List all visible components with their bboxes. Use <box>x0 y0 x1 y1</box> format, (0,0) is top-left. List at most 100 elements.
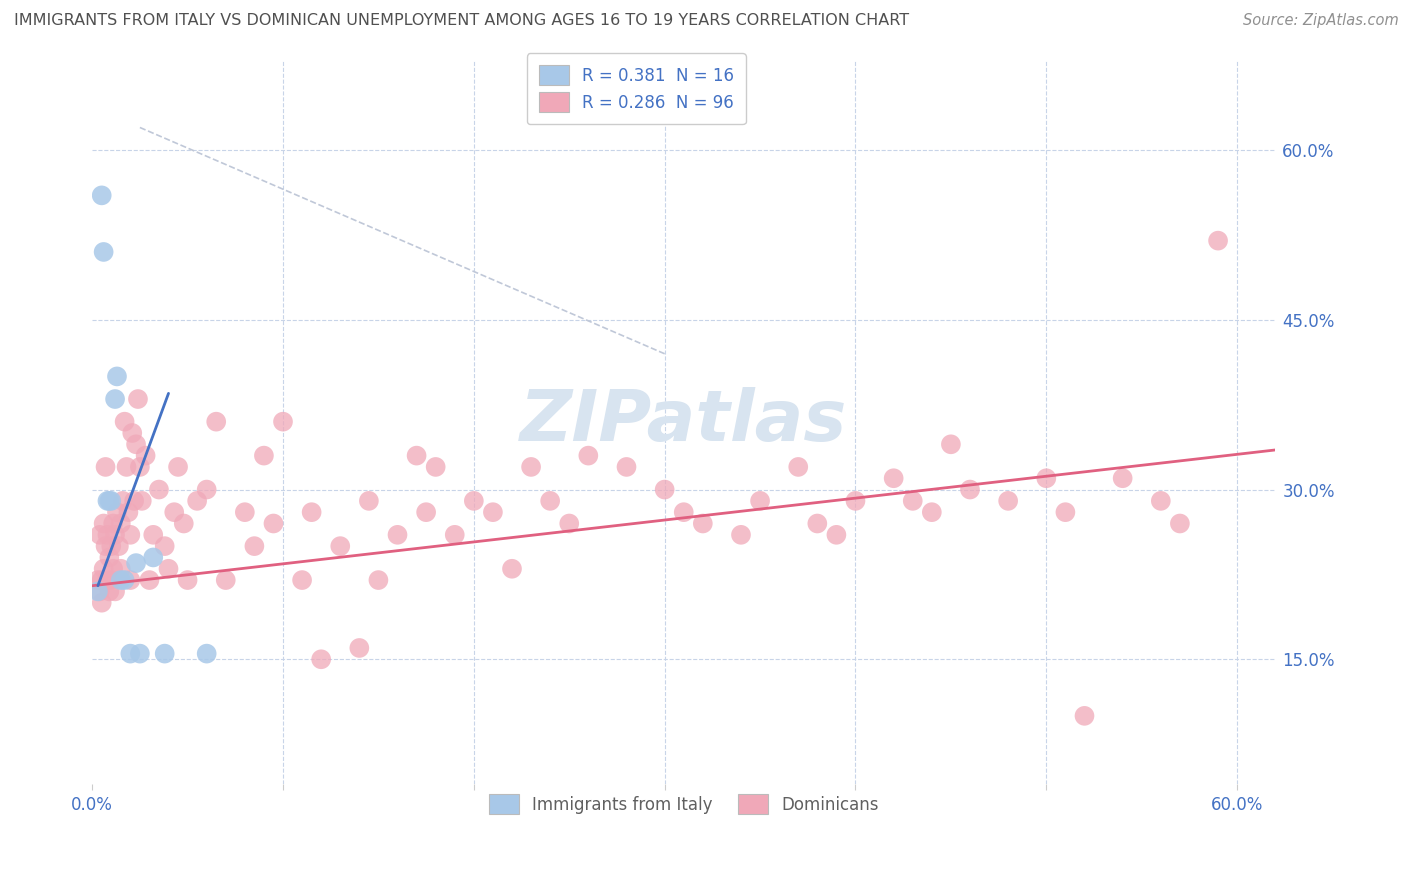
Point <box>153 539 176 553</box>
Point <box>89 584 111 599</box>
Point <box>142 550 165 565</box>
Point <box>98 550 121 565</box>
Point <box>233 505 256 519</box>
Point <box>501 562 523 576</box>
Point <box>825 528 848 542</box>
Point <box>616 459 638 474</box>
Text: ZIPatlas: ZIPatlas <box>520 387 848 456</box>
Point <box>959 483 981 497</box>
Point <box>654 483 676 497</box>
Point <box>128 647 150 661</box>
Text: Source: ZipAtlas.com: Source: ZipAtlas.com <box>1243 13 1399 29</box>
Point <box>1168 516 1191 531</box>
Point <box>1054 505 1077 519</box>
Point <box>173 516 195 531</box>
Point <box>90 188 112 202</box>
Point <box>367 573 389 587</box>
Point <box>98 584 121 599</box>
Point <box>901 494 924 508</box>
Point <box>96 573 118 587</box>
Point <box>997 494 1019 508</box>
Point <box>120 647 142 661</box>
Point <box>195 483 218 497</box>
Point <box>443 528 465 542</box>
Point <box>157 562 180 576</box>
Point <box>1035 471 1057 485</box>
Point <box>271 415 294 429</box>
Legend: Immigrants from Italy, Dominicans: Immigrants from Italy, Dominicans <box>477 782 890 826</box>
Point <box>806 516 828 531</box>
Point <box>120 573 142 587</box>
Point <box>89 528 111 542</box>
Point <box>1073 709 1095 723</box>
Point <box>291 573 314 587</box>
Point <box>301 505 323 519</box>
Point <box>110 516 132 531</box>
Point <box>176 573 198 587</box>
Point <box>114 415 136 429</box>
Point <box>96 494 118 508</box>
Point <box>90 596 112 610</box>
Point <box>108 539 131 553</box>
Point <box>117 505 139 519</box>
Point <box>538 494 561 508</box>
Point <box>1206 234 1229 248</box>
Point <box>939 437 962 451</box>
Point <box>148 483 170 497</box>
Point <box>692 516 714 531</box>
Point <box>349 640 371 655</box>
Point <box>921 505 943 519</box>
Point <box>186 494 208 508</box>
Point <box>93 244 115 259</box>
Point <box>101 516 124 531</box>
Point <box>120 528 142 542</box>
Point <box>205 415 228 429</box>
Point <box>93 516 115 531</box>
Point <box>114 573 136 587</box>
Point <box>749 494 772 508</box>
Point <box>195 647 218 661</box>
Point <box>110 562 132 576</box>
Point <box>90 573 112 587</box>
Point <box>100 573 122 587</box>
Point <box>87 584 110 599</box>
Point <box>243 539 266 553</box>
Point <box>153 647 176 661</box>
Point <box>100 494 122 508</box>
Point <box>138 573 160 587</box>
Point <box>405 449 427 463</box>
Point <box>357 494 380 508</box>
Point <box>125 437 148 451</box>
Point <box>104 392 127 406</box>
Point <box>167 459 190 474</box>
Point <box>672 505 695 519</box>
Point <box>115 459 138 474</box>
Point <box>520 459 543 474</box>
Point <box>253 449 276 463</box>
Point <box>482 505 505 519</box>
Point <box>93 562 115 576</box>
Point <box>329 539 352 553</box>
Point <box>415 505 437 519</box>
Point <box>576 449 599 463</box>
Point <box>309 652 332 666</box>
Point <box>105 369 128 384</box>
Point <box>101 562 124 576</box>
Point <box>104 584 127 599</box>
Point <box>105 505 128 519</box>
Point <box>883 471 905 485</box>
Point <box>125 556 148 570</box>
Point <box>142 528 165 542</box>
Point <box>558 516 581 531</box>
Point <box>121 425 143 440</box>
Point <box>128 459 150 474</box>
Point <box>463 494 485 508</box>
Point <box>163 505 186 519</box>
Point <box>96 528 118 542</box>
Point <box>94 539 117 553</box>
Text: IMMIGRANTS FROM ITALY VS DOMINICAN UNEMPLOYMENT AMONG AGES 16 TO 19 YEARS CORREL: IMMIGRANTS FROM ITALY VS DOMINICAN UNEMP… <box>14 13 910 29</box>
Point <box>135 449 157 463</box>
Point <box>730 528 752 542</box>
Point <box>787 459 810 474</box>
Point <box>110 573 132 587</box>
